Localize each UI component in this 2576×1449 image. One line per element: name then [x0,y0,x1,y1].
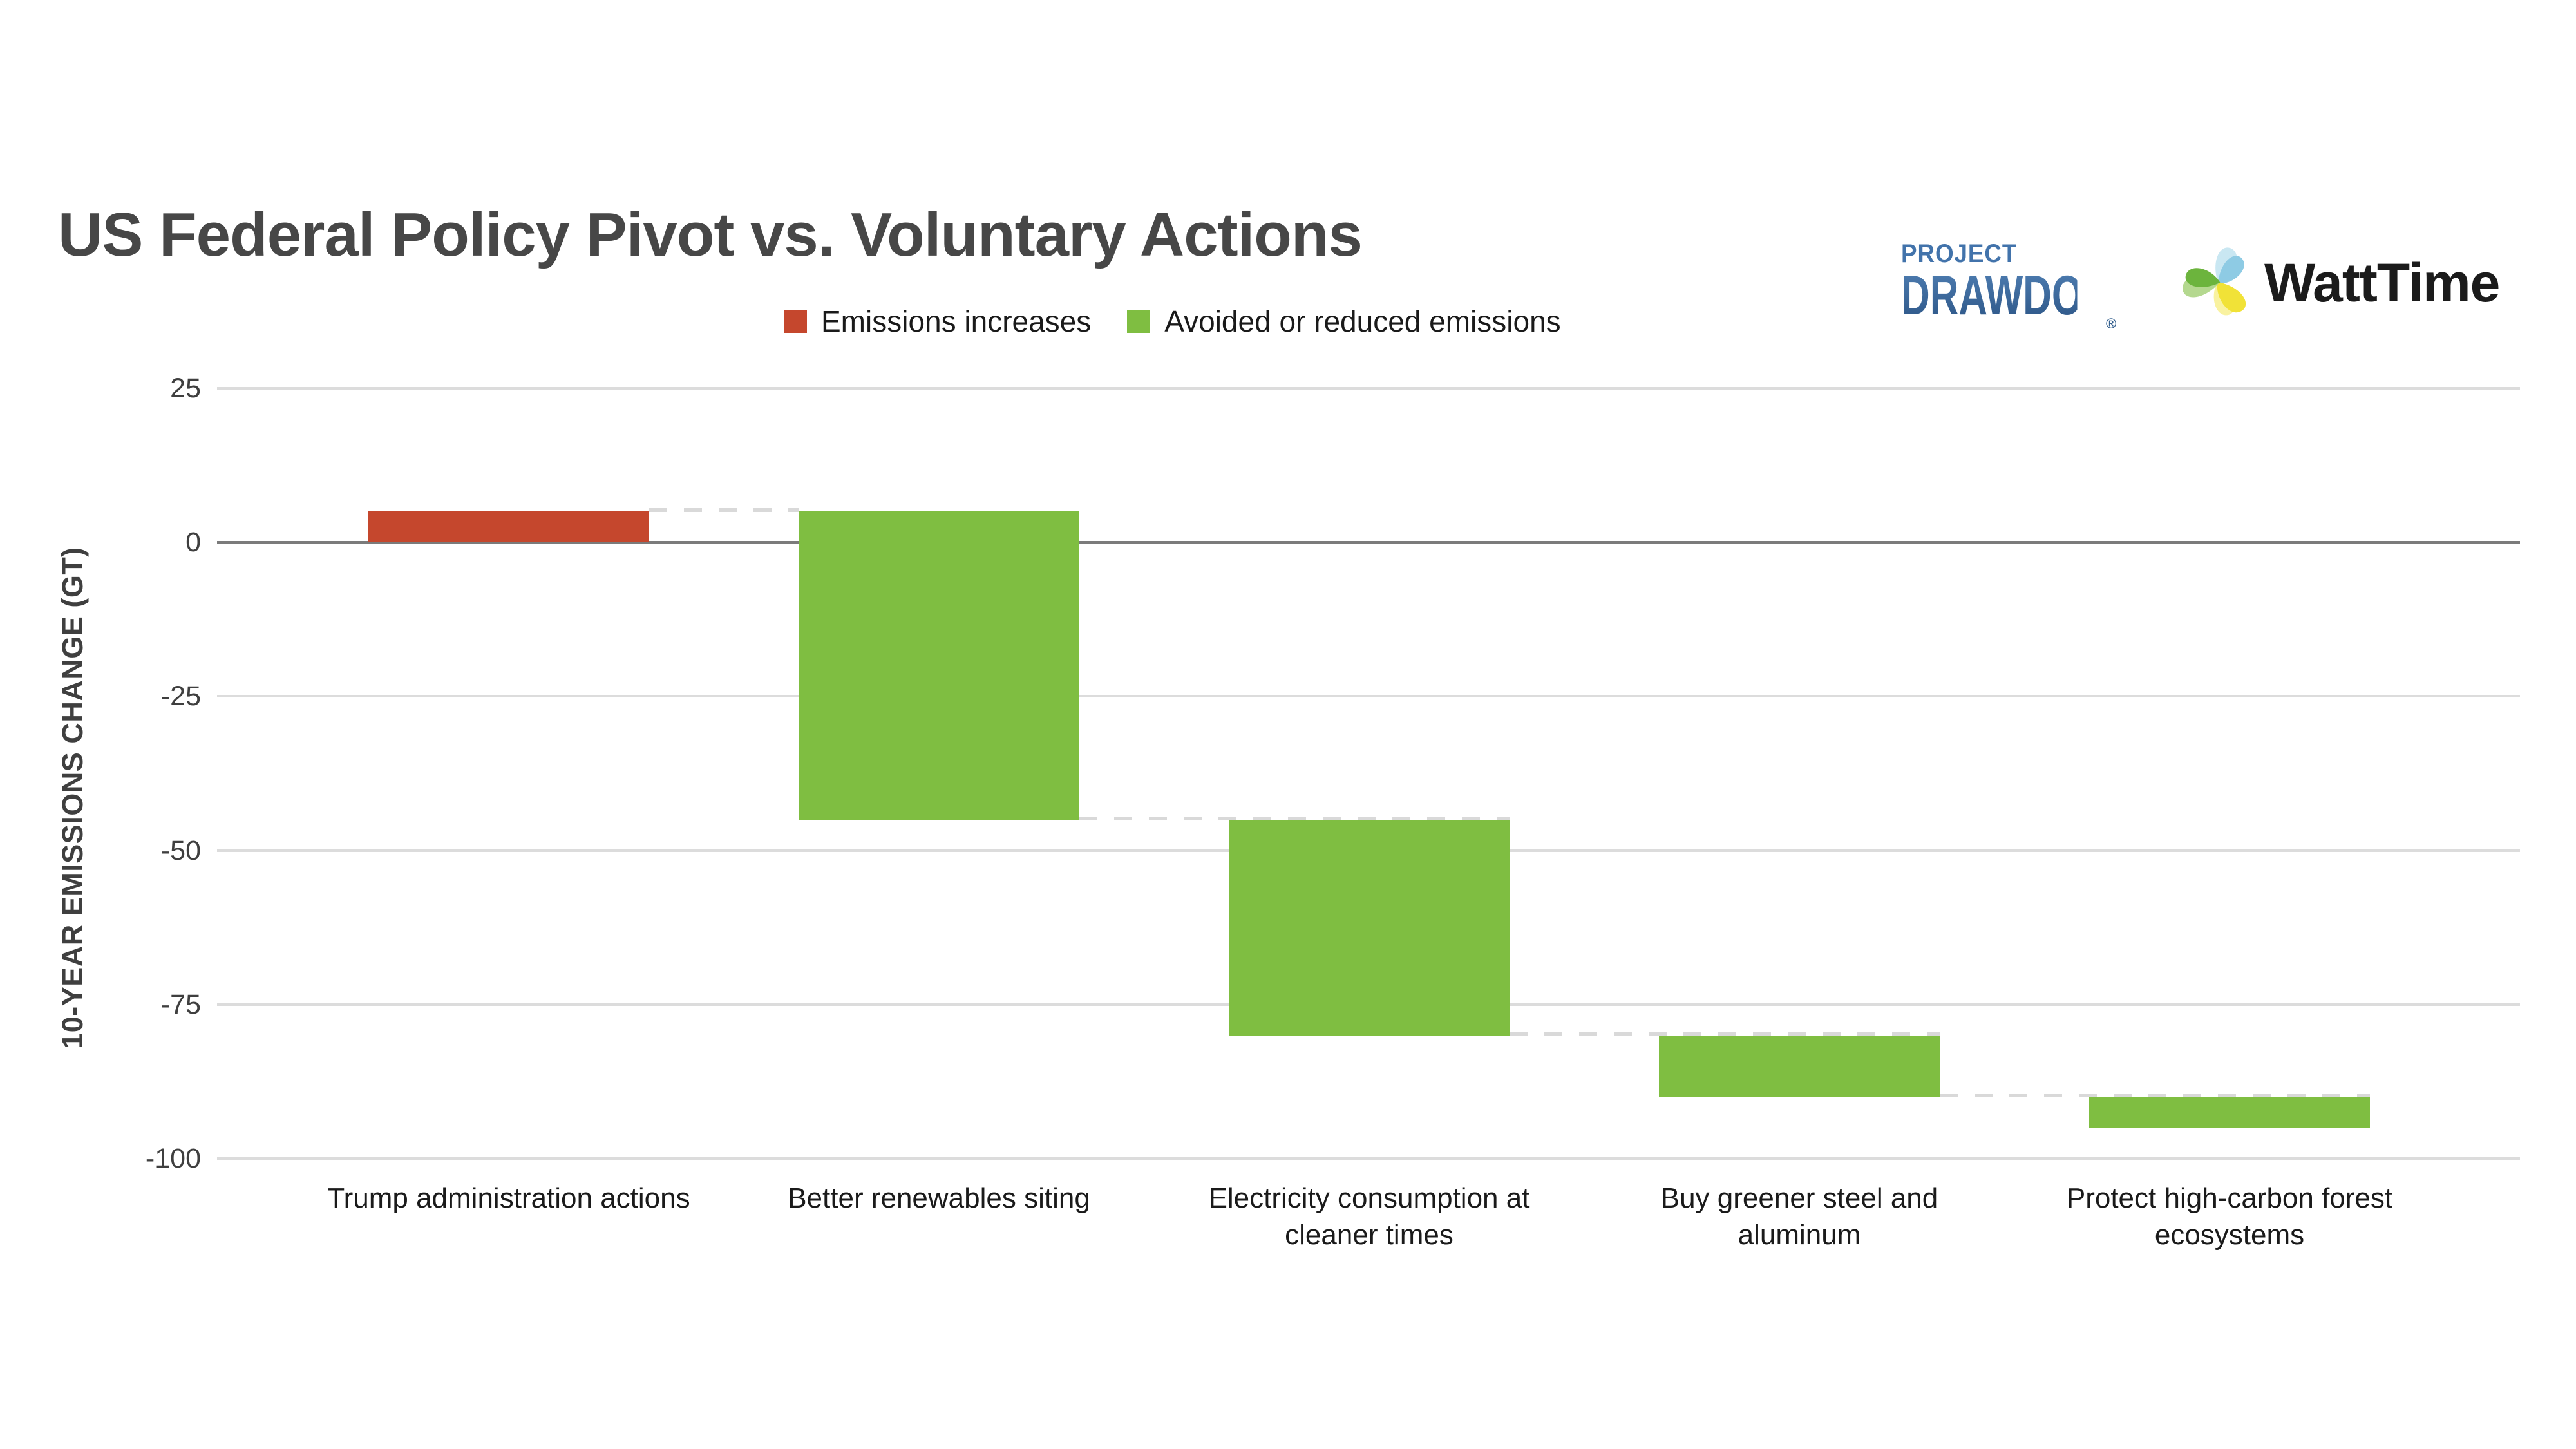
waterfall-bar-3 [1229,819,1510,1036]
y-tick-label--100: -100 [145,1143,201,1174]
waterfall-connector-1 [649,508,799,513]
y-axis-title: 10-YEAR EMISSIONS CHANGE (GT) [56,547,89,1049]
legend-label-avoided: Avoided or reduced emissions [1164,305,1561,338]
x-category-label-4: Buy greener steel and aluminum [1567,1180,2031,1253]
legend-item-avoided: Avoided or reduced emissions [1127,304,1561,339]
zero-axis-line [217,540,2520,544]
page-title: US Federal Policy Pivot vs. Voluntary Ac… [58,200,1363,269]
x-category-label-2: Better renewables siting [707,1180,1171,1217]
legend-label-increases: Emissions increases [821,305,1092,338]
x-category-label-line: Electricity consumption at [1208,1182,1530,1214]
y-tick-label--50: -50 [160,835,201,866]
project-drawdown-logo: PROJECT DRAWDOWN ® [1901,240,2150,332]
y-tick-label-25: 25 [170,373,201,404]
legend-swatch-decrease-icon [1127,310,1151,333]
waterfall-connector-2 [1079,816,1510,820]
gridline-25 [217,387,2520,390]
y-tick-label--25: -25 [160,681,201,712]
x-category-label-line: cleaner times [1285,1219,1454,1251]
watttime-logo: WattTime [2177,237,2500,328]
x-category-label-line: aluminum [1738,1219,1861,1251]
gridline--100 [217,1157,2520,1160]
watttime-logo-text: WattTime [2264,252,2500,313]
x-category-label-line: Trump administration actions [327,1182,690,1214]
project-drawdown-logo-line1: PROJECT [1901,240,2018,268]
y-tick-label--75: -75 [160,989,201,1020]
gridline--25 [217,695,2520,698]
legend-item-increases: Emissions increases [784,304,1091,339]
x-category-label-3: Electricity consumption at cleaner times [1137,1180,1601,1253]
x-category-label-1: Trump administration actions [277,1180,741,1217]
registered-trademark-icon: ® [2106,316,2117,332]
x-category-label-line: ecosystems [2154,1219,2305,1251]
project-drawdown-logo-line2: DRAWDOWN [1901,265,2150,327]
x-category-label-line: Better renewables siting [788,1182,1090,1214]
waterfall-bar-4 [1659,1035,1940,1097]
legend-swatch-increase-icon [784,310,807,333]
y-tick-label-0: 0 [185,527,201,558]
waterfall-bar-5 [2089,1097,2370,1128]
waterfall-connector-3 [1510,1032,1940,1036]
chart-legend: Emissions increases Avoided or reduced e… [784,304,1561,339]
waterfall-bar-2 [799,511,1079,820]
x-category-label-line: Protect high-carbon forest [2066,1182,2393,1214]
x-category-label-5: Protect high-carbon forest ecosystems [1998,1180,2461,1253]
watttime-pinwheel-icon [2183,247,2246,316]
waterfall-connector-4 [1940,1094,2370,1098]
x-category-label-line: Buy greener steel and [1660,1182,1938,1214]
waterfall-bar-1 [368,511,649,543]
